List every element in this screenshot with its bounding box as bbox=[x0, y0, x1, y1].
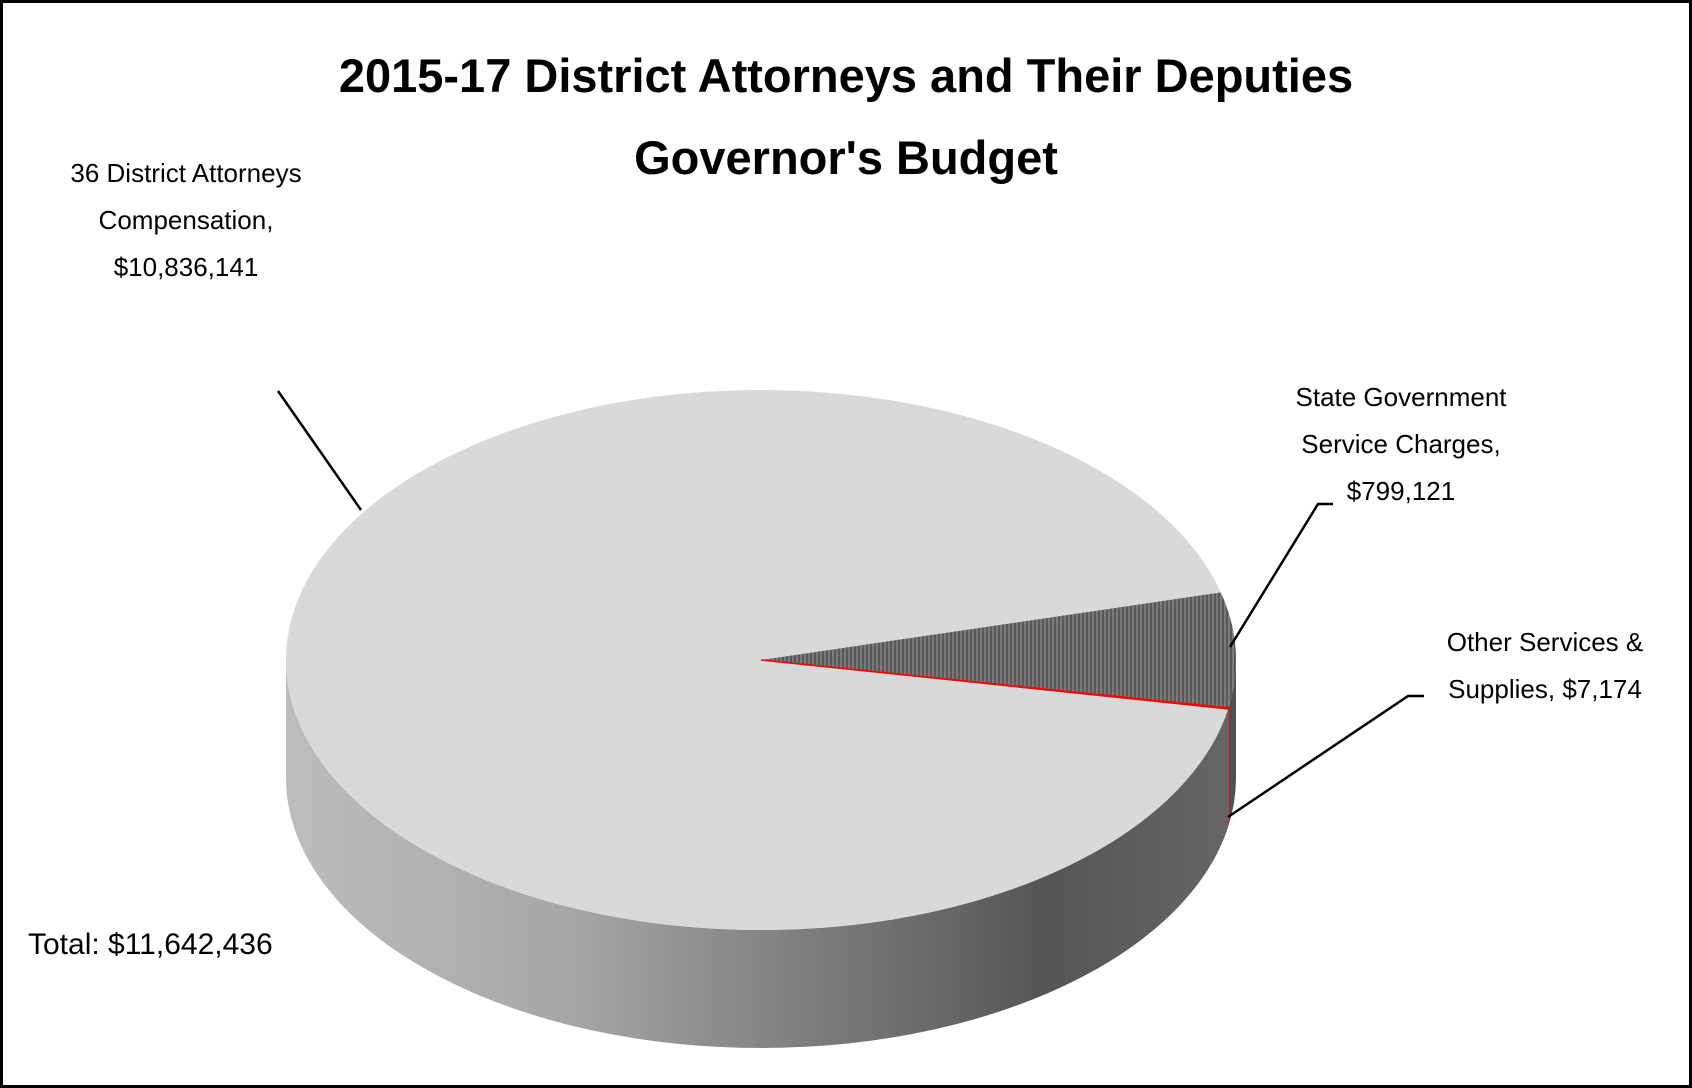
label-value: $799,121 bbox=[1346, 476, 1456, 506]
data-label: 36 District Attorneys Compensation, $10,… bbox=[41, 150, 331, 291]
chart-subtitle: Governor's Budget bbox=[634, 131, 1058, 184]
label-category: 36 District Attorneys Compensation, bbox=[70, 158, 302, 235]
pie-side bbox=[286, 660, 1229, 1048]
leader-lines bbox=[276, 390, 1424, 819]
pie-side bbox=[1228, 660, 1236, 826]
leader-line bbox=[1228, 502, 1333, 648]
data-label: Other Services & Supplies, $7,174 bbox=[1418, 619, 1672, 713]
leader-line bbox=[1227, 694, 1424, 819]
annotation: Total: $11,642,436 bbox=[28, 928, 273, 961]
chart-title: 2015-17 District Attorneys and Their Dep… bbox=[338, 49, 1354, 102]
label-category: Other Services & Supplies, bbox=[1446, 627, 1644, 704]
label-category: State Government Service Charges, bbox=[1295, 382, 1507, 459]
leader-line bbox=[276, 390, 363, 511]
pie-tops bbox=[286, 390, 1236, 930]
pie-slice bbox=[761, 592, 1236, 708]
pie-slice bbox=[760, 659, 1230, 710]
label-value: $7,174 bbox=[1562, 674, 1642, 704]
label-value: $10,836,141 bbox=[113, 252, 259, 282]
pie-slice bbox=[286, 390, 1229, 930]
pie-sides bbox=[286, 660, 1236, 1048]
data-label: State Government Service Charges, $799,1… bbox=[1256, 374, 1546, 515]
